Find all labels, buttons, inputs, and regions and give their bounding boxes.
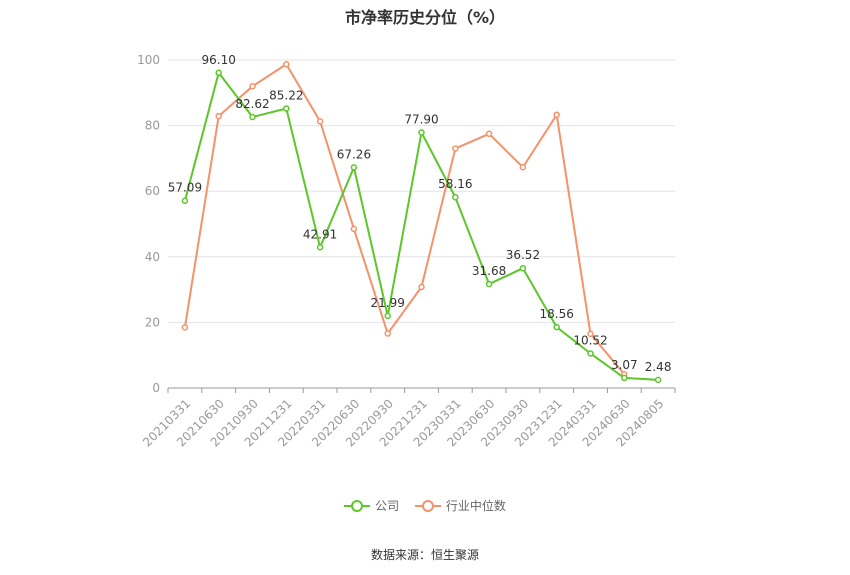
source-note: 数据来源：恒生聚源 xyxy=(370,548,479,562)
series-point-industry xyxy=(587,330,594,338)
legend-item-industry[interactable]: 行业中位数 xyxy=(414,497,506,514)
series-point-company xyxy=(249,113,256,121)
series-point-industry xyxy=(485,130,493,138)
series-point-industry xyxy=(215,112,222,120)
series-group xyxy=(181,61,662,384)
legend-marker-company xyxy=(344,499,371,512)
series-point-company xyxy=(384,312,391,320)
chart-title: 市净率历史分位（%） xyxy=(344,8,506,27)
series-point-company xyxy=(316,244,324,251)
data-label: 57.09 xyxy=(168,181,202,195)
y-tick-label: 100 xyxy=(137,53,160,67)
legend-label-industry: 行业中位数 xyxy=(445,499,506,513)
data-label: 36.52 xyxy=(506,248,540,262)
data-label: 42.91 xyxy=(303,227,337,241)
series-point-company xyxy=(553,323,560,331)
series-point-industry xyxy=(553,111,560,119)
series-point-company xyxy=(654,376,662,384)
y-tick-label: 80 xyxy=(145,119,160,133)
series-point-industry xyxy=(181,324,189,331)
series-point-company xyxy=(452,193,459,201)
series-point-company xyxy=(215,69,222,77)
data-label: 21.99 xyxy=(371,296,405,310)
series-point-company xyxy=(587,350,594,357)
gridlines xyxy=(168,59,675,323)
series-point-company xyxy=(621,374,628,382)
data-label: 3.07 xyxy=(611,358,638,372)
series-point-company xyxy=(181,197,189,204)
series-point-industry xyxy=(519,164,527,171)
data-label: 77.90 xyxy=(404,112,438,126)
legend: 公司 行业中位数 xyxy=(0,497,850,515)
data-label: 58.16 xyxy=(438,177,472,191)
series-line-industry xyxy=(183,63,626,375)
data-label: 31.68 xyxy=(472,264,506,278)
data-label: 67.26 xyxy=(337,147,371,161)
series-point-industry xyxy=(316,118,324,125)
series-point-industry xyxy=(350,225,358,233)
data-label: 2.48 xyxy=(645,360,672,374)
data-label: 96.10 xyxy=(202,53,236,67)
data-label: 10.52 xyxy=(573,333,607,347)
series-point-industry xyxy=(418,283,425,291)
legend-label-company: 公司 xyxy=(375,499,400,513)
y-tick-label: 0 xyxy=(152,381,160,395)
series-point-company xyxy=(350,164,358,171)
series-point-industry xyxy=(249,82,256,90)
y-tick-label: 40 xyxy=(145,250,160,264)
data-label: 82.62 xyxy=(235,97,269,111)
legend-item-company[interactable]: 公司 xyxy=(344,497,399,514)
series-point-industry xyxy=(384,330,391,337)
legend-marker-industry xyxy=(414,499,441,512)
y-tick-label: 60 xyxy=(145,184,160,198)
series-point-company xyxy=(485,280,493,288)
series-point-industry xyxy=(283,61,290,68)
series-point-industry xyxy=(452,145,459,152)
data-label: 85.22 xyxy=(269,88,303,102)
series-point-company xyxy=(519,264,527,272)
series-point-company xyxy=(283,105,290,112)
y-tick-label: 20 xyxy=(145,315,160,329)
data-label: 18.56 xyxy=(540,307,574,321)
series-point-company xyxy=(418,129,425,136)
